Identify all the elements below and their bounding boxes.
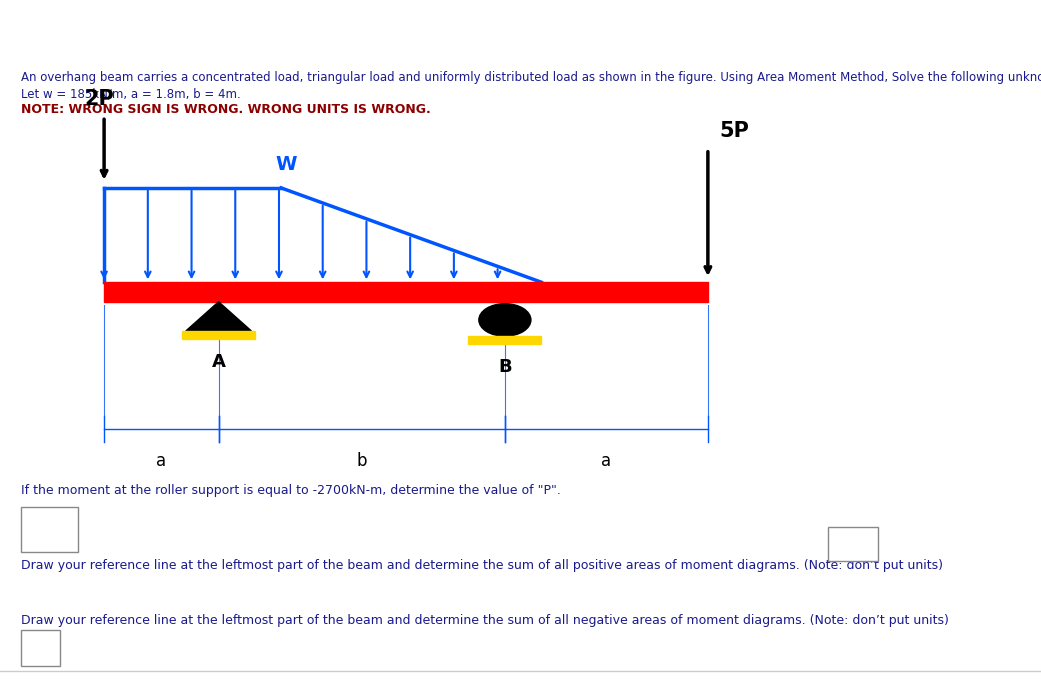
Text: W: W [276, 155, 297, 174]
FancyBboxPatch shape [104, 282, 708, 301]
FancyBboxPatch shape [21, 507, 78, 552]
Text: b: b [356, 452, 367, 470]
Text: NOTE: WRONG SIGN IS WRONG. WRONG UNITS IS WRONG.: NOTE: WRONG SIGN IS WRONG. WRONG UNITS I… [21, 103, 431, 116]
Text: A: A [211, 353, 226, 371]
FancyBboxPatch shape [21, 630, 60, 666]
Text: a: a [156, 452, 167, 470]
Polygon shape [185, 301, 252, 331]
Text: Let w = 185kN/m, a = 1.8m, b = 4m.: Let w = 185kN/m, a = 1.8m, b = 4m. [21, 87, 240, 100]
Circle shape [479, 304, 531, 336]
Text: a: a [602, 452, 611, 470]
FancyBboxPatch shape [468, 336, 541, 344]
Text: B: B [498, 359, 512, 376]
FancyBboxPatch shape [182, 331, 255, 339]
Text: Draw your reference line at the leftmost part of the beam and determine the sum : Draw your reference line at the leftmost… [21, 559, 943, 572]
Text: If the moment at the roller support is equal to -2700kN-m, determine the value o: If the moment at the roller support is e… [21, 484, 561, 497]
FancyBboxPatch shape [828, 527, 878, 561]
Text: Draw your reference line at the leftmost part of the beam and determine the sum : Draw your reference line at the leftmost… [21, 614, 948, 627]
Text: An overhang beam carries a concentrated load, triangular load and uniformly dist: An overhang beam carries a concentrated … [21, 71, 1041, 84]
Text: 2P: 2P [84, 88, 113, 109]
Text: 5P: 5P [719, 121, 748, 141]
